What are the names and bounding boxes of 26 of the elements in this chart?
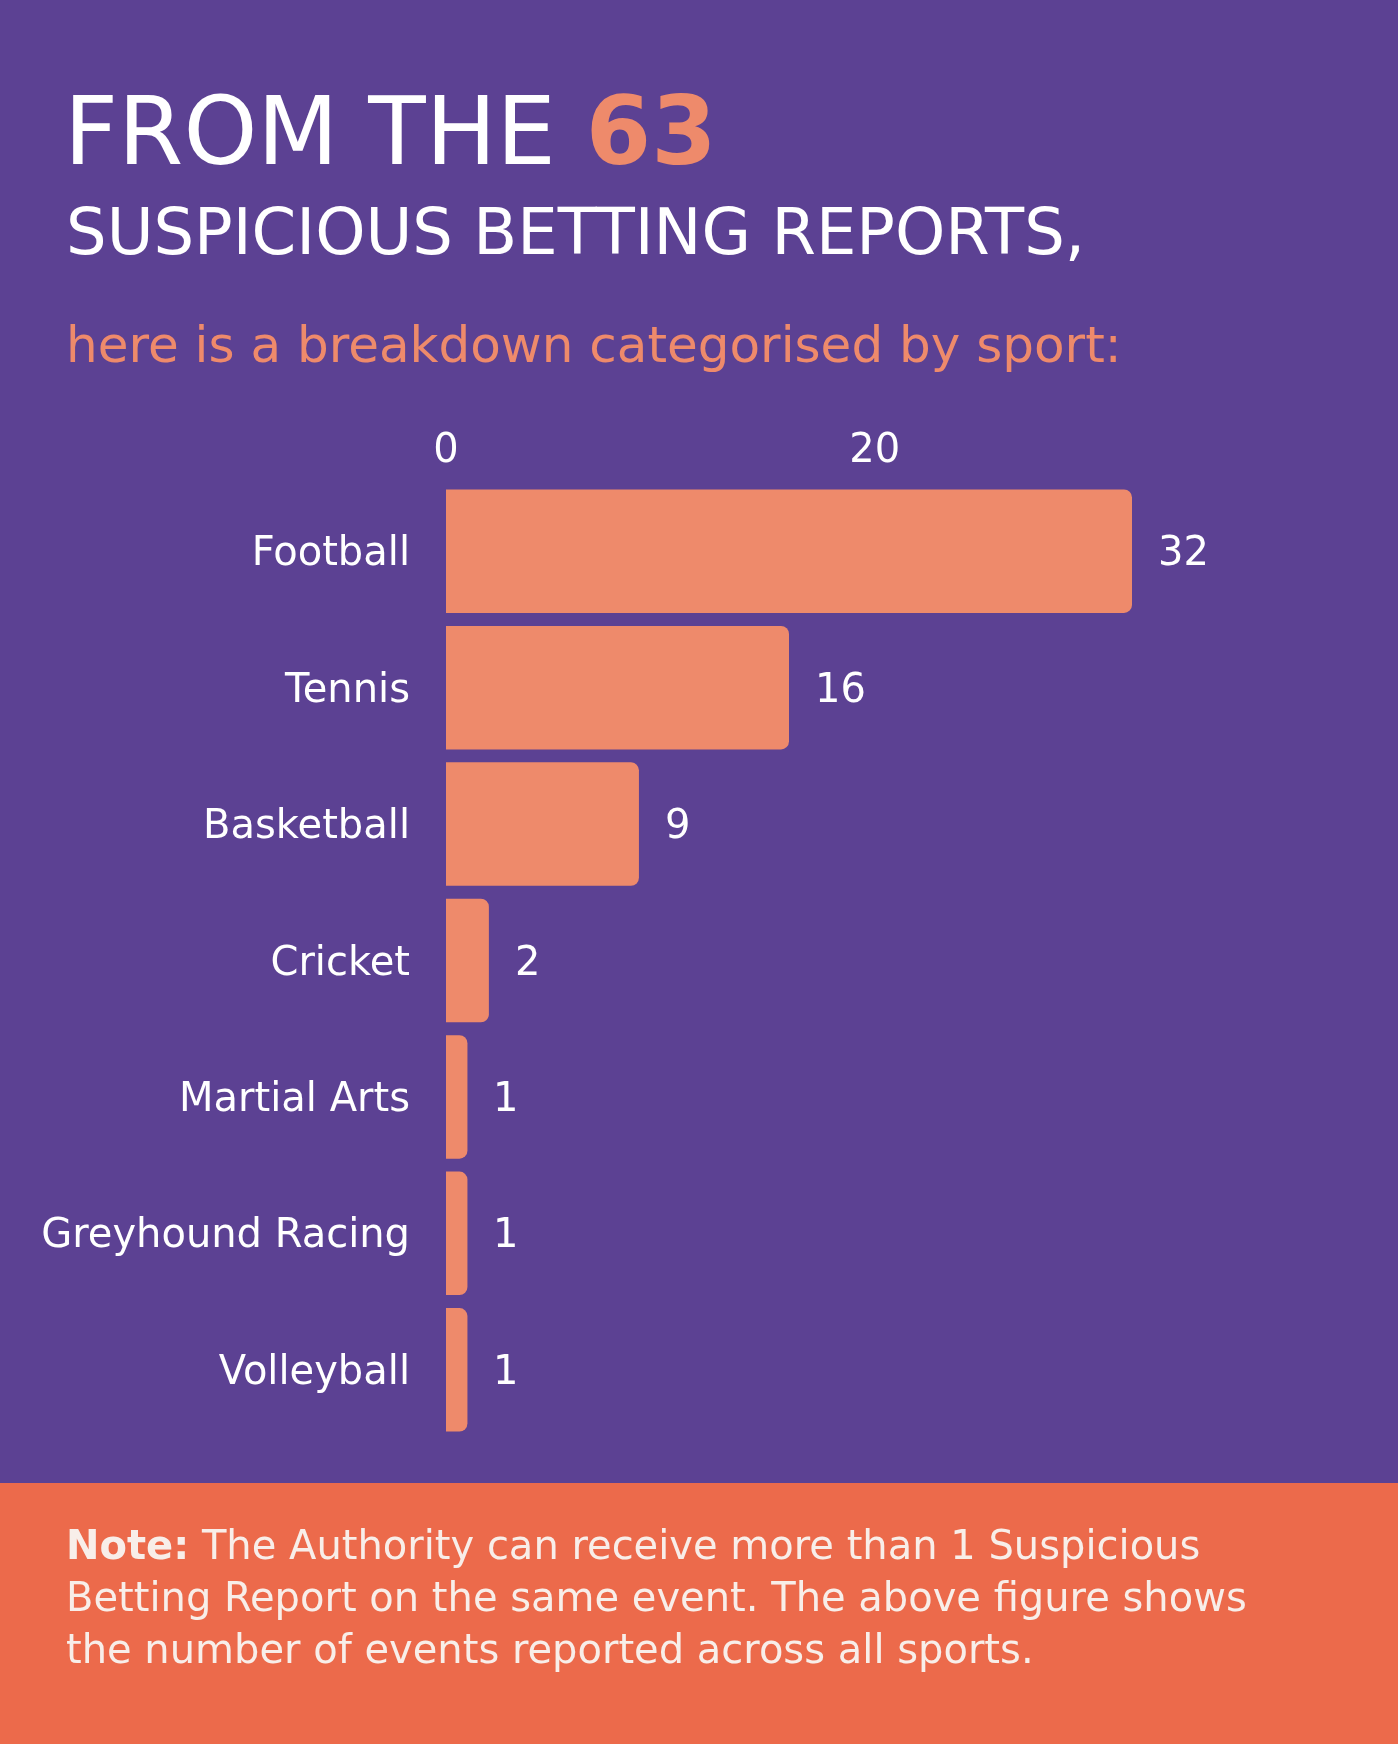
text: Note: The Authority can receive more than 1 Suspicious Betting Report on the same event. The above figure shows the number of events reported across all sports. (66, 1522, 1247, 1672)
x-tick-label: 0 (433, 425, 459, 471)
chart-subtitle: here is a breakdown categorised by sport: (66, 316, 1122, 374)
bar (446, 898, 489, 1023)
y-tick-label: Greyhound Racing (41, 1210, 410, 1257)
data-label: 9 (665, 801, 691, 847)
bar (446, 1308, 468, 1432)
y-tick-label: Basketball (203, 801, 410, 848)
y-tick-label: Martial Arts (179, 1073, 410, 1120)
y-tick-label: Volleyball (218, 1346, 410, 1393)
data-label: 16 (815, 665, 866, 711)
y-tick-label: Tennis (284, 664, 410, 711)
data-label: 2 (515, 938, 541, 984)
chart-title: FROM THE 63 SUSPICIOUS BETTING REPORTS, (64, 76, 1086, 269)
data-label: 32 (1158, 528, 1209, 574)
data-label: 1 (493, 1074, 519, 1120)
data-label: 1 (493, 1210, 519, 1256)
bar (446, 489, 1132, 613)
bar (446, 762, 639, 886)
bar (446, 1171, 468, 1296)
y-tick-label: Cricket (270, 937, 410, 984)
data-label: 1 (493, 1347, 519, 1393)
x-tick-label: 20 (849, 425, 901, 471)
bar (446, 625, 789, 750)
bar (446, 1035, 468, 1159)
y-tick-label: Football (251, 528, 410, 575)
